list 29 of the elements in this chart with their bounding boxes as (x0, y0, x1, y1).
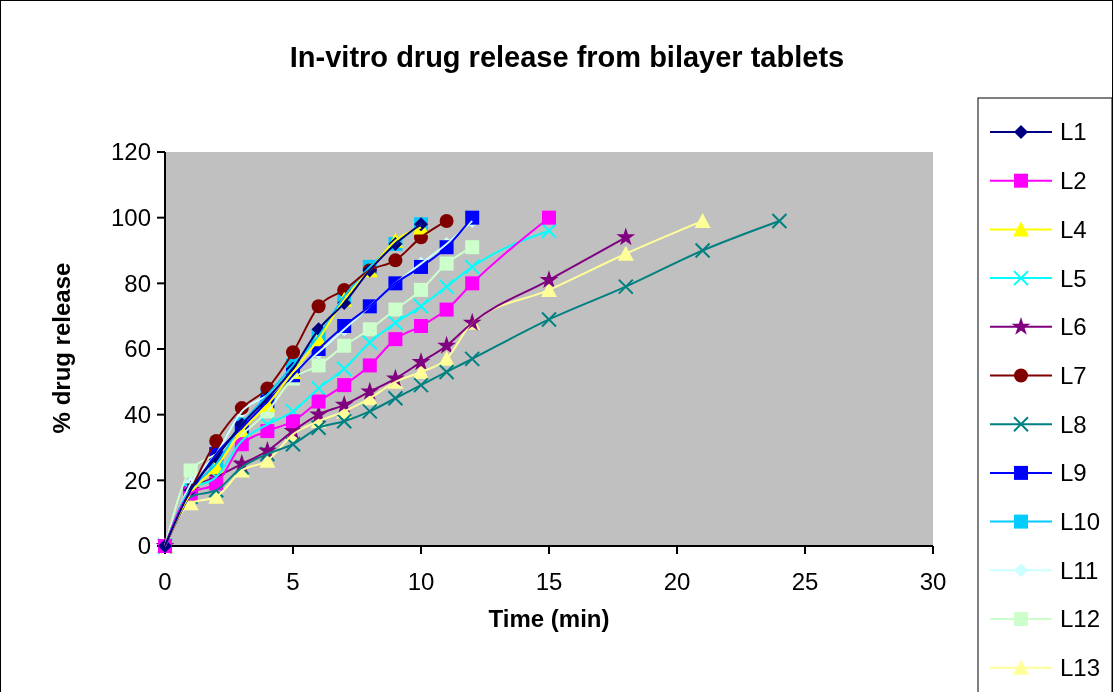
y-tick-label: 0 (137, 532, 151, 560)
legend-label: L4 (1060, 215, 1087, 243)
y-tick-label: 60 (124, 335, 151, 363)
legend-label: L12 (1060, 605, 1101, 633)
x-tick-label: 30 (919, 568, 947, 595)
y-tick-label: 80 (124, 269, 151, 297)
legend-label: L1 (1060, 118, 1087, 146)
x-axis-title: Time (min) (488, 605, 610, 632)
chart-title: In-vitro drug release from bilayer tablets (289, 41, 845, 73)
legend-label: L7 (1060, 361, 1087, 389)
y-tick-label: 100 (110, 204, 151, 232)
x-tick-label: 10 (407, 568, 435, 595)
legend-label: L11 (1060, 556, 1099, 584)
x-tick-label: 20 (663, 568, 691, 595)
y-axis-title: % drug release (48, 262, 75, 434)
legend-label: L6 (1060, 313, 1087, 341)
x-tick-label: 25 (791, 568, 819, 595)
legend-label: L8 (1060, 410, 1087, 438)
x-tick-label: 5 (286, 568, 300, 595)
y-tick-label: 120 (110, 138, 151, 166)
legend-label: L5 (1060, 264, 1087, 292)
legend-label: L10 (1060, 508, 1101, 535)
y-tick-label: 40 (124, 401, 151, 429)
x-tick-label: 15 (535, 568, 563, 595)
legend-label: L2 (1060, 167, 1087, 195)
y-tick-label: 20 (124, 466, 151, 494)
x-tick-label: 0 (158, 568, 172, 595)
legend-label: L13 (1060, 654, 1101, 682)
legend-label: L9 (1060, 459, 1087, 487)
